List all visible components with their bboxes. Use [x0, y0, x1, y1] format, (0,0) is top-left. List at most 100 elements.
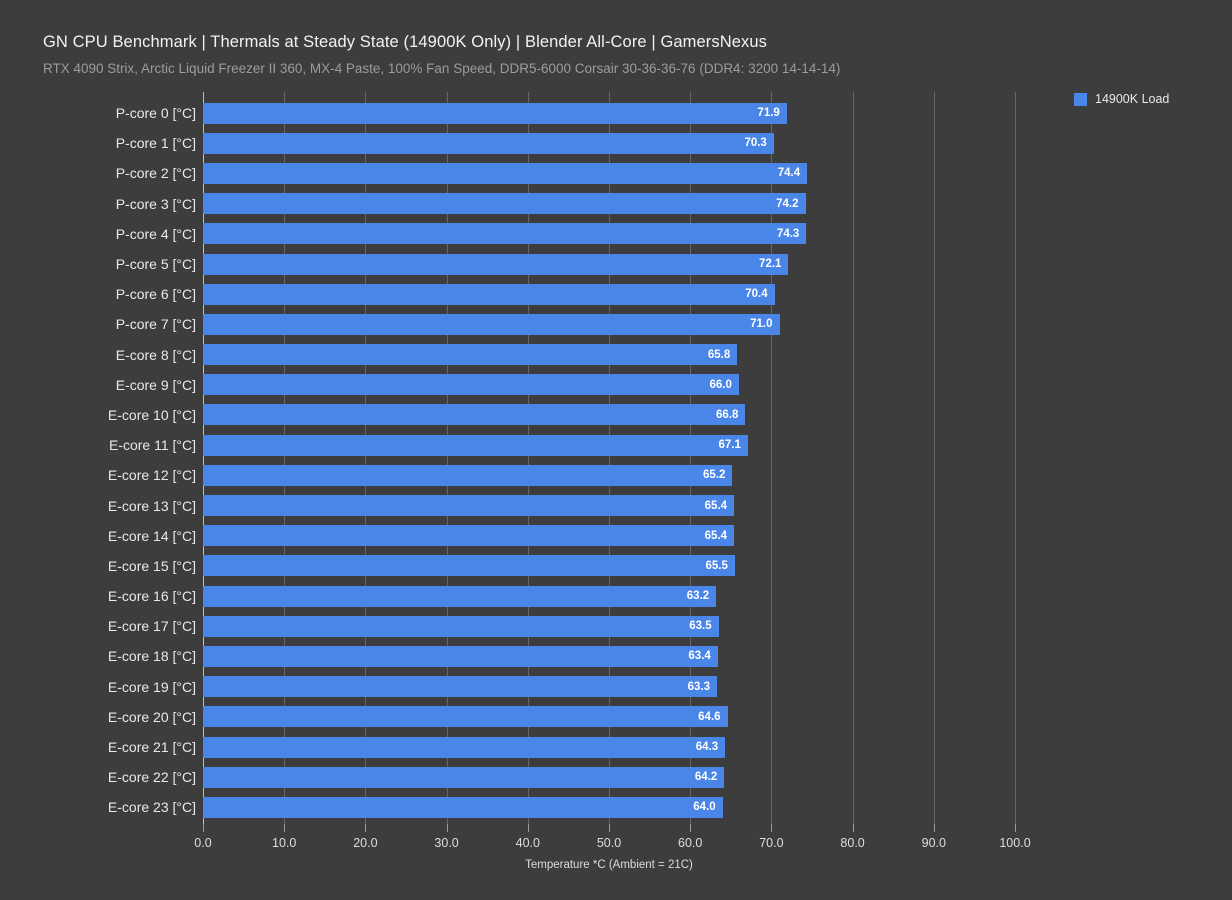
chart-row: E-core 22 [°C] 64.2: [0, 762, 1015, 792]
gridline: [527, 92, 529, 824]
x-axis-tick-label: 50.0: [596, 836, 622, 850]
value-label: 64.3: [695, 741, 719, 754]
x-axis-tick-label: 70.0: [759, 836, 784, 850]
gridline: [1015, 92, 1016, 824]
category-label: E-core 18 [°C]: [107, 648, 196, 665]
x-axis-tick: [527, 824, 529, 832]
value-label: 74.3: [776, 227, 800, 240]
category-label: E-core 8 [°C]: [115, 346, 196, 363]
bar: 74.4: [203, 162, 808, 184]
value-label: 64.0: [693, 801, 716, 814]
x-axis-tick-label: 10.0: [272, 836, 297, 850]
chart-row: E-core 8 [°C] 65.8: [0, 340, 1015, 370]
chart-row: E-core 14 [°C] 65.4: [0, 521, 1015, 551]
chart-row: E-core 15 [°C] 65.5: [0, 551, 1015, 581]
chart-row: E-core 18 [°C] 63.4: [0, 641, 1015, 671]
legend: 14900K Load: [1074, 92, 1169, 106]
gridline: [365, 92, 367, 824]
x-axis-tick: [771, 824, 773, 832]
bar: 70.4: [203, 283, 775, 305]
bar: 66.0: [203, 374, 739, 396]
bar-track: 65.4: [203, 495, 1015, 517]
category-label: P-core 1 [°C]: [115, 135, 196, 152]
category-label: E-core 10 [°C]: [107, 406, 196, 423]
category-label: E-core 22 [°C]: [107, 769, 196, 786]
plot-area: [203, 92, 1016, 832]
bar-track: 64.3: [203, 736, 1015, 758]
gridline: [933, 92, 935, 824]
value-label: 65.4: [704, 529, 728, 542]
category-label: P-core 5 [°C]: [115, 256, 196, 273]
chart-title: GN CPU Benchmark | Thermals at Steady St…: [43, 33, 768, 51]
category-label: E-core 12 [°C]: [107, 467, 196, 484]
x-axis-tick: [1015, 824, 1016, 832]
value-label: 63.4: [688, 650, 711, 663]
chart-row: P-core 0 [°C] 71.9: [0, 98, 1015, 128]
chart-subtitle: RTX 4090 Strix, Arctic Liquid Freezer II…: [43, 61, 841, 76]
chart-row: E-core 17 [°C] 63.5: [0, 611, 1015, 641]
bar-chart: P-core 0 [°C] 71.9 P-core 1 [°C] 70.3 P-core…: [0, 92, 1232, 882]
chart-row: P-core 3 [°C] 74.2: [0, 189, 1015, 219]
bar: 71.0: [203, 313, 780, 335]
bar: 65.8: [203, 344, 738, 366]
bar-track: 65.8: [203, 344, 1015, 366]
chart-row: E-core 19 [°C] 63.3: [0, 672, 1015, 702]
category-label: P-core 3 [°C]: [115, 195, 196, 212]
category-label: E-core 11 [°C]: [108, 437, 196, 454]
category-label: E-core 17 [°C]: [107, 618, 196, 635]
bar-track: 72.1: [203, 253, 1015, 275]
chart-row: E-core 12 [°C] 65.2: [0, 460, 1015, 490]
x-axis-tick-label: 80.0: [840, 836, 865, 850]
x-axis-tick: [609, 824, 610, 832]
y-axis-line: [203, 92, 204, 824]
chart-row: P-core 1 [°C] 70.3: [0, 128, 1015, 158]
bar: 65.4: [203, 495, 735, 517]
value-label: 65.4: [704, 499, 728, 512]
legend-label: 14900K Load: [1095, 92, 1170, 106]
category-label: E-core 15 [°C]: [107, 557, 196, 574]
bar: 67.1: [203, 434, 748, 456]
bar-track: 65.5: [203, 555, 1015, 577]
x-axis-tick: [446, 824, 448, 832]
bar: 65.2: [203, 464, 733, 486]
bar-track: 63.2: [203, 585, 1015, 607]
x-axis-tick-label: 60.0: [678, 836, 703, 850]
value-label: 64.2: [694, 771, 718, 784]
category-label: E-core 21 [°C]: [107, 739, 196, 756]
value-label: 65.8: [707, 348, 731, 361]
chart-row: P-core 5 [°C] 72.1: [0, 249, 1015, 279]
value-label: 71.0: [750, 318, 773, 331]
bar: 63.4: [203, 645, 718, 667]
bar-track: 65.2: [203, 464, 1015, 486]
x-axis-tick-label: 40.0: [515, 836, 540, 850]
bar: 64.2: [203, 766, 725, 788]
chart-row: P-core 6 [°C] 70.4: [0, 279, 1015, 309]
chart-row: E-core 13 [°C] 65.4: [0, 490, 1015, 520]
bar-track: 66.0: [203, 374, 1015, 396]
value-label: 64.6: [698, 710, 721, 723]
value-label: 66.0: [709, 378, 732, 391]
gridline: [446, 92, 448, 824]
value-label: 63.5: [689, 620, 712, 633]
gridline: [771, 92, 773, 824]
bar: 65.5: [203, 555, 735, 577]
x-axis-tick: [852, 824, 854, 832]
chart-row: E-core 16 [°C] 63.2: [0, 581, 1015, 611]
x-axis-tick: [690, 824, 692, 832]
bar-track: 63.5: [203, 615, 1015, 637]
chart-row: E-core 9 [°C] 66.0: [0, 370, 1015, 400]
bar-track: 74.3: [203, 223, 1015, 245]
x-axis-tick: [933, 824, 935, 832]
value-label: 70.3: [744, 137, 767, 150]
bar: 64.3: [203, 736, 726, 758]
value-label: 65.2: [703, 469, 726, 482]
value-label: 63.3: [687, 680, 710, 693]
bar-track: 66.8: [203, 404, 1015, 426]
chart-row: E-core 10 [°C] 66.8: [0, 400, 1015, 430]
category-label: E-core 14 [°C]: [107, 527, 196, 544]
bar: 63.3: [203, 676, 717, 698]
value-label: 66.8: [716, 408, 739, 421]
chart-row: P-core 7 [°C] 71.0: [0, 309, 1015, 339]
value-label: 70.4: [745, 288, 768, 301]
bar: 72.1: [203, 253, 789, 275]
